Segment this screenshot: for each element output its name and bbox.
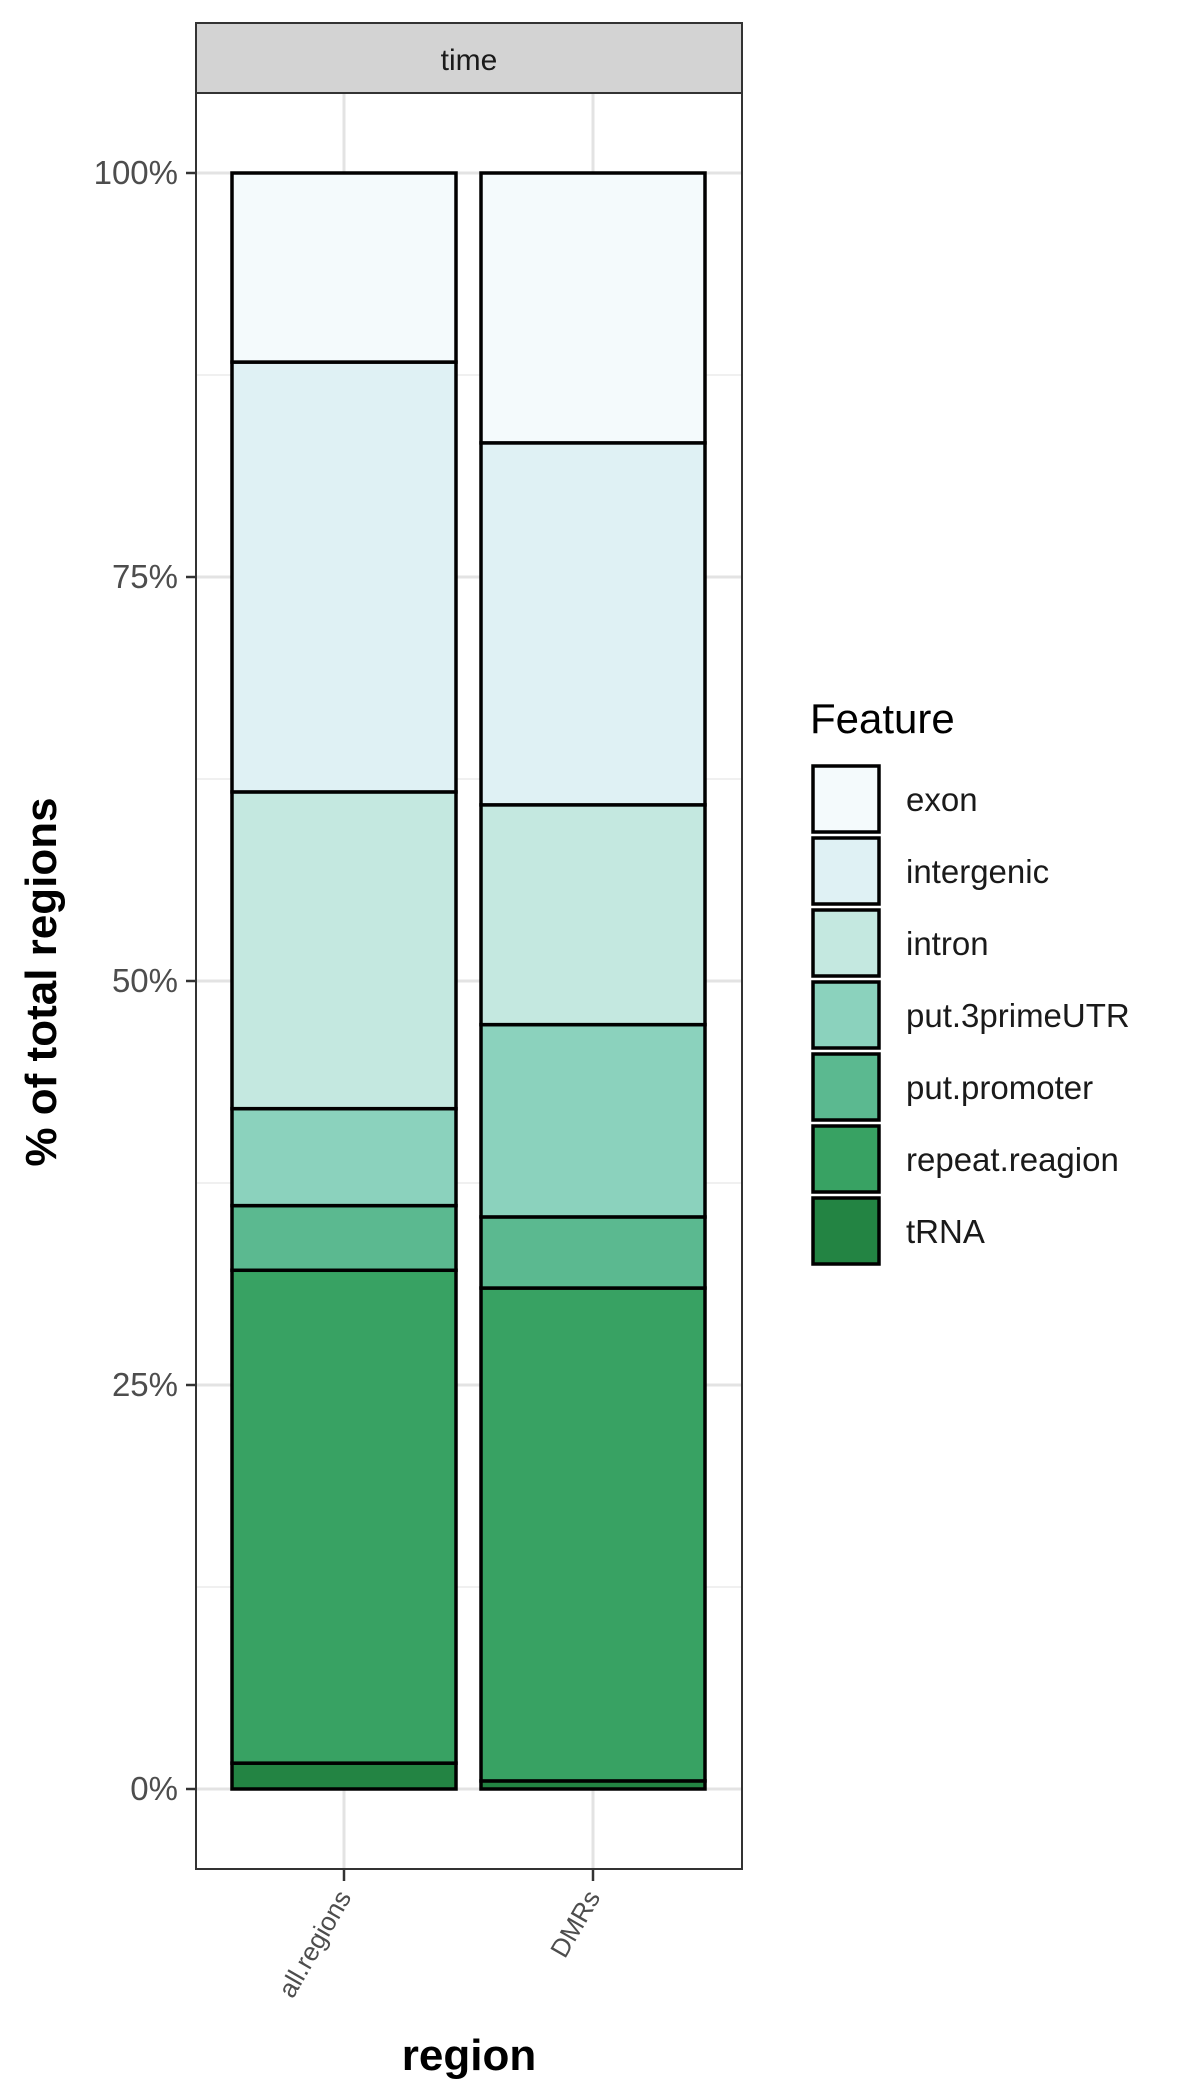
legend-swatch-trna [811, 1196, 881, 1266]
bar-segment-exon [230, 171, 458, 364]
legend-swatch-intron [811, 908, 881, 978]
bar-segment-intron [230, 790, 458, 1111]
facet-label: time [441, 44, 498, 77]
legend-swatch-put-promoter [811, 1052, 881, 1122]
legend-title: Feature [810, 695, 955, 742]
legend-swatch-intergenic [811, 836, 881, 906]
legend-label: put.3primeUTR [906, 997, 1130, 1034]
bar-segment-intergenic [230, 360, 458, 794]
legend-swatch-repeat-reagion [811, 1124, 881, 1194]
y-tick-label: 50% [112, 962, 178, 999]
y-axis: 0% 25% 50% 75% 100% [94, 154, 196, 1807]
bar-segment-put-promoter [230, 1203, 458, 1273]
legend-label: tRNA [906, 1213, 985, 1250]
y-tick-label: 75% [112, 558, 178, 595]
x-axis-title: region [402, 2031, 536, 2080]
legend: Feature exon intergenic intron put.3primeUT… [810, 695, 1130, 1266]
bar-segment-put-3primeutr [230, 1106, 458, 1208]
bar-segment-repeat-reagion [479, 1286, 707, 1783]
y-axis-title: % of total regions [17, 797, 66, 1166]
bar-segment-exon [479, 171, 707, 445]
legend-swatch-exon [811, 764, 881, 834]
bar-segment-trna [230, 1761, 458, 1791]
bars-group [230, 171, 707, 1791]
legend-label: exon [906, 781, 978, 818]
y-tick-label: 0% [130, 1770, 178, 1807]
x-tick-label: all.regions [272, 1885, 357, 2003]
bar-stack-all-regions [230, 171, 458, 1791]
facet-strip [195, 22, 743, 94]
bar-segment-put-promoter [479, 1215, 707, 1290]
x-axis: all.regions DMRs [272, 1869, 606, 2003]
x-tick-label: DMRs [544, 1885, 606, 1963]
y-tick-label: 25% [112, 1366, 178, 1403]
legend-label: intergenic [906, 853, 1049, 890]
legend-label: repeat.reagion [906, 1141, 1119, 1178]
y-tick-label: 100% [94, 154, 178, 191]
bar-segment-repeat-reagion [230, 1268, 458, 1765]
bar-segment-intergenic [479, 441, 707, 807]
bar-segment-put-3primeutr [479, 1022, 707, 1219]
legend-label: intron [906, 925, 989, 962]
legend-label: put.promoter [906, 1069, 1093, 1106]
bar-stack-dmrs [479, 171, 707, 1791]
bar-segment-intron [479, 803, 707, 1027]
legend-swatch-put-3primeutr [811, 980, 881, 1050]
